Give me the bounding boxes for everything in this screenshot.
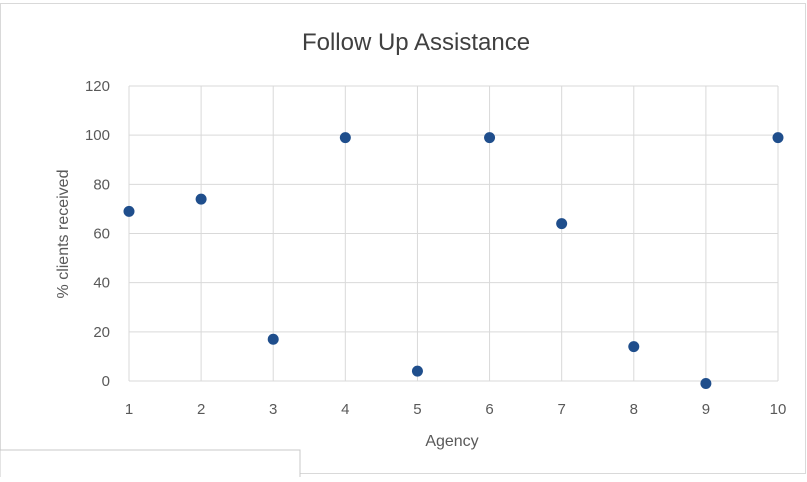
data-point [411, 365, 423, 377]
x-tick-label: 7 [557, 401, 565, 418]
x-tick-label: 4 [341, 401, 349, 418]
y-tick-label: 20 [93, 324, 110, 341]
y-tick-label: 60 [93, 226, 110, 243]
x-tick-label: 9 [702, 401, 710, 418]
data-point [484, 132, 496, 144]
data-point [772, 132, 784, 144]
data-points [123, 132, 784, 389]
x-tick-label: 8 [630, 401, 638, 418]
y-tick-label: 40 [93, 275, 110, 292]
y-axis-label: % clients received [55, 170, 72, 299]
x-tick-label: 3 [269, 401, 277, 418]
y-tick-label: 100 [85, 127, 110, 144]
x-tick-label: 10 [770, 401, 787, 418]
data-point [700, 377, 712, 389]
data-point [556, 218, 568, 230]
data-point [267, 333, 279, 345]
y-tick-label: 80 [93, 176, 110, 193]
x-tick-label: 5 [413, 401, 421, 418]
overlay-panel [0, 449, 301, 481]
x-tick-label: 1 [125, 401, 133, 418]
y-axis-ticks: 0 20 40 60 80 100 120 [85, 78, 110, 390]
data-point [339, 132, 351, 144]
x-axis-label: Agency [425, 433, 478, 450]
y-tick-label: 120 [85, 78, 110, 95]
y-tick-label: 0 [102, 373, 110, 390]
chart-title: Follow Up Assistance [302, 29, 530, 56]
chart-frame-border [0, 3, 806, 474]
x-tick-label: 6 [485, 401, 493, 418]
x-axis-ticks: 1 2 3 4 5 6 7 8 9 10 [125, 401, 787, 418]
data-point [195, 193, 207, 205]
data-point [123, 205, 135, 217]
data-point [628, 341, 640, 353]
x-tick-label: 2 [197, 401, 205, 418]
